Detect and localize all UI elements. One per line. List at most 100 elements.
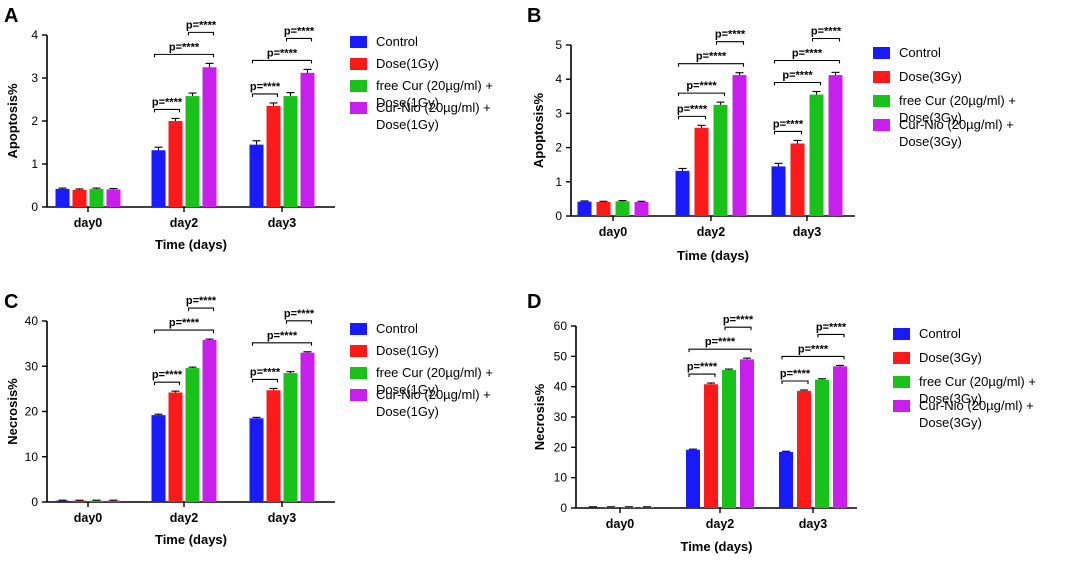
significance-label: p=**** xyxy=(152,369,183,381)
bar-free-cur-day0 xyxy=(89,188,104,207)
bar-free-cur-day2 xyxy=(185,368,200,502)
chart-panel-a: A 0 1 2 3 4 day0 day2 day3 Time (days) Apoptosis% p… xyxy=(4,5,493,252)
y-tick-label: 3 xyxy=(31,71,38,85)
bar-dose-day0 xyxy=(72,500,87,502)
bar-cur-nio-day0 xyxy=(106,500,121,502)
significance-bracket xyxy=(153,53,215,58)
significance-bracket xyxy=(773,81,822,86)
bar-control-day2 xyxy=(151,150,166,207)
bar-dose-day3 xyxy=(266,105,281,207)
y-tick-label: 0 xyxy=(555,209,562,223)
bar-cur-nio-day2 xyxy=(732,75,747,216)
significance-label: p=**** xyxy=(250,81,281,93)
x-tick-label: day3 xyxy=(799,517,828,531)
significance-bracket xyxy=(688,373,716,378)
bar-control-day2 xyxy=(675,170,690,216)
y-tick-label: 0 xyxy=(31,495,38,509)
significance-label: p=**** xyxy=(723,314,754,326)
legend-label: Dose(3Gy) xyxy=(899,69,962,84)
bar-cur-nio-day0 xyxy=(106,189,121,207)
x-tick-label: day0 xyxy=(74,216,103,230)
bar-cur-nio-day3 xyxy=(300,72,315,207)
bar-control-day2 xyxy=(686,449,700,508)
significance-label: p=**** xyxy=(696,51,727,63)
y-axis-title: Necrosis% xyxy=(5,378,20,445)
bar-control-day3 xyxy=(249,144,264,207)
y-tick-label: 0 xyxy=(31,200,38,214)
y-tick-label: 4 xyxy=(31,28,38,42)
legend-label: Control xyxy=(899,45,941,60)
legend-swatch xyxy=(350,345,367,357)
significance-label: p=**** xyxy=(169,317,200,329)
legend-swatch xyxy=(893,376,910,388)
y-axis-title: Apoptosis% xyxy=(531,93,546,169)
bar-control-day3 xyxy=(249,418,264,502)
bar-dose-day0 xyxy=(596,201,611,216)
significance-bracket xyxy=(153,329,215,334)
legend-swatch xyxy=(350,389,367,401)
x-axis-title: Time (days) xyxy=(155,237,227,252)
bar-control-day0 xyxy=(577,201,592,216)
legend-label: Cur-Nio (20µg/ml) + xyxy=(899,117,1014,132)
y-tick-label: 2 xyxy=(31,114,38,128)
legend-label: Cur-Nio (20µg/ml) + xyxy=(919,398,1034,413)
significance-bracket xyxy=(153,108,181,113)
x-tick-label: day3 xyxy=(268,511,297,525)
legend-swatch xyxy=(350,36,367,48)
legend-swatch xyxy=(893,328,910,340)
y-axis-title: Necrosis% xyxy=(532,383,547,450)
panel-letter: B xyxy=(527,5,541,27)
significance-bracket xyxy=(811,37,841,42)
significance-label: p=**** xyxy=(811,26,842,38)
x-tick-label: day2 xyxy=(706,517,735,531)
legend-swatch xyxy=(893,352,910,364)
legend-swatch xyxy=(350,323,367,335)
significance-bracket xyxy=(817,333,845,338)
x-tick-label: day2 xyxy=(170,511,199,525)
bar-free-cur-day3 xyxy=(809,94,824,216)
significance-label: p=**** xyxy=(284,308,315,320)
x-tick-label: day3 xyxy=(793,225,822,239)
y-tick-label: 50 xyxy=(554,349,568,363)
significance-label: p=**** xyxy=(773,118,804,130)
legend-label: Control xyxy=(376,34,418,49)
x-tick-label: day3 xyxy=(268,216,297,230)
significance-bracket xyxy=(677,92,726,97)
bar-control-day3 xyxy=(771,166,786,216)
bar-free-cur-day2 xyxy=(713,104,728,216)
bar-dose-day2 xyxy=(704,384,718,508)
bar-cur-nio-day0 xyxy=(634,201,649,216)
significance-label: p=**** xyxy=(780,368,811,380)
chart-panel-c: C 0 10 20 30 40 day0 day2 day3 Time (days) Necrosi… xyxy=(4,291,493,547)
legend-label: free Cur (20µg/ml) + xyxy=(899,93,1016,108)
legend-swatch xyxy=(350,80,367,92)
significance-label: p=**** xyxy=(169,41,200,53)
legend-label: Cur-Nio (20µg/ml) + xyxy=(376,100,491,115)
significance-bracket xyxy=(781,355,845,360)
y-axis-title: Apoptosis% xyxy=(5,83,20,159)
bar-cur-nio-day2 xyxy=(202,67,217,207)
y-tick-label: 30 xyxy=(554,410,568,424)
legend-label: Dose(1Gy) xyxy=(376,343,439,358)
legend-swatch xyxy=(350,102,367,114)
y-tick-label: 1 xyxy=(555,175,562,189)
legend-swatch xyxy=(873,47,890,59)
significance-label: p=**** xyxy=(687,361,718,373)
bar-free-cur-day3 xyxy=(283,96,298,207)
x-axis-title: Time (days) xyxy=(677,248,749,263)
significance-label: p=**** xyxy=(677,103,708,115)
significance-bracket xyxy=(251,378,279,383)
legend-swatch xyxy=(893,400,910,412)
significance-label: p=**** xyxy=(186,295,217,307)
significance-bracket xyxy=(187,31,215,36)
chart-panel-b: B 0 1 2 3 4 5 day0 day2 day3 Time (days) Apoptosis%… xyxy=(527,5,1016,263)
bar-free-cur-day2 xyxy=(722,369,736,508)
significance-label: p=**** xyxy=(782,70,813,82)
significance-label: p=**** xyxy=(267,330,298,342)
x-tick-label: day0 xyxy=(599,225,628,239)
bar-dose-day3 xyxy=(790,143,805,216)
significance-bracket xyxy=(773,130,803,135)
legend-swatch xyxy=(873,119,890,131)
x-axis-title: Time (days) xyxy=(680,539,752,554)
bar-dose-day2 xyxy=(168,392,183,502)
